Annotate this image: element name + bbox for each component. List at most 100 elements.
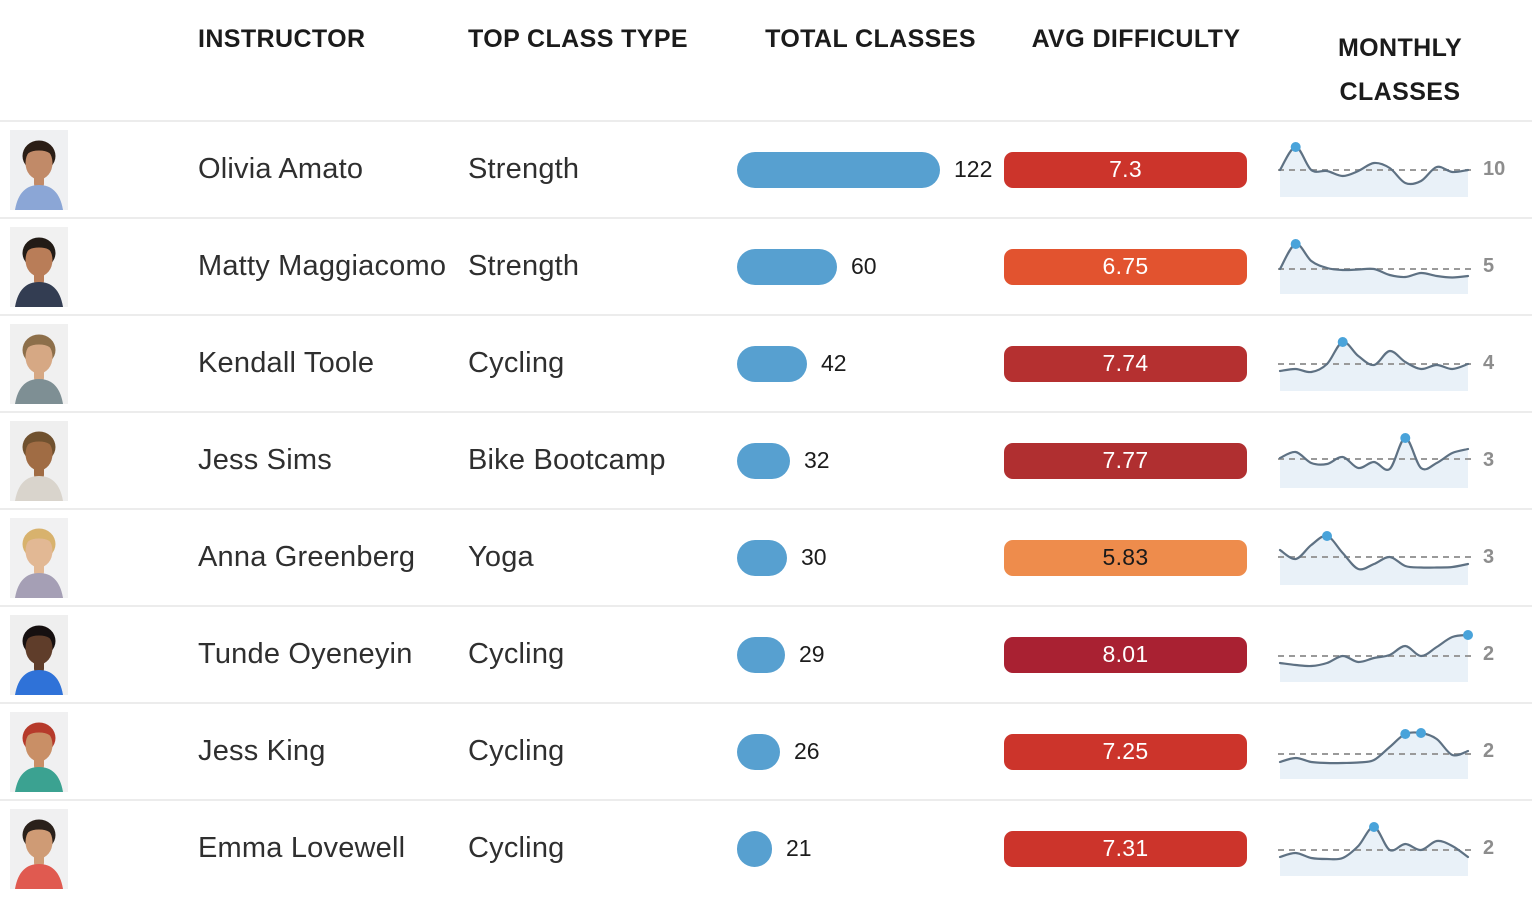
total-classes-bar — [737, 636, 785, 673]
monthly-classes-cell: 4 — [1268, 333, 1532, 395]
instructor-avatar — [10, 129, 68, 210]
instructor-avatar — [10, 323, 68, 404]
monthly-classes-cell: 3 — [1268, 527, 1532, 589]
monthly-classes-sparkline — [1278, 139, 1474, 201]
table-row: Matty Maggiacomo Strength 60 6.75 5 — [0, 217, 1532, 314]
column-header-instructor: INSTRUCTOR — [198, 25, 366, 53]
monthly-classes-value: 2 — [1483, 740, 1495, 762]
avg-difficulty-badge: 7.77 — [1004, 442, 1247, 479]
top-class-type: Cycling — [468, 347, 565, 379]
instructor-avatar — [10, 614, 68, 695]
instructor-name: Tunde Oyeneyin — [198, 638, 413, 670]
monthly-classes-sparkline — [1278, 236, 1474, 298]
monthly-classes-cell: 2 — [1268, 624, 1532, 686]
top-class-type: Strength — [468, 153, 580, 185]
total-classes-value: 21 — [786, 835, 812, 861]
avatar-cell — [0, 614, 198, 695]
avg-difficulty-cell: 7.25 — [1004, 733, 1268, 770]
table-row: Kendall Toole Cycling 42 7.74 4 — [0, 314, 1532, 411]
column-header-avg-difficulty: AVG DIFFICULTY — [1031, 25, 1241, 53]
total-classes-bar — [737, 248, 837, 285]
total-classes-value: 42 — [821, 350, 847, 376]
instructor-name: Kendall Toole — [198, 347, 375, 379]
avg-difficulty-cell: 5.83 — [1004, 539, 1268, 576]
instructor-name: Anna Greenberg — [198, 541, 416, 573]
monthly-classes-cell: 2 — [1268, 818, 1532, 880]
avg-difficulty-cell: 7.3 — [1004, 151, 1268, 188]
instructor-avatar — [10, 808, 68, 889]
avatar-cell — [0, 226, 198, 307]
column-header-top-class-type: TOP CLASS TYPE — [468, 25, 689, 53]
top-class-type: Cycling — [468, 832, 565, 864]
avg-difficulty-badge: 7.74 — [1004, 345, 1247, 382]
monthly-classes-value: 2 — [1483, 837, 1495, 859]
monthly-classes-sparkline — [1278, 721, 1474, 783]
instructor-avatar — [10, 711, 68, 792]
avg-difficulty-cell: 8.01 — [1004, 636, 1268, 673]
avg-difficulty-cell: 7.31 — [1004, 830, 1268, 867]
instructor-name: Emma Lovewell — [198, 832, 406, 864]
avg-difficulty-cell: 7.74 — [1004, 345, 1268, 382]
total-classes-value: 29 — [799, 641, 825, 667]
total-classes-value: 60 — [851, 253, 877, 279]
avg-difficulty-badge: 8.01 — [1004, 636, 1247, 673]
avatar-cell — [0, 323, 198, 404]
table-row: Jess King Cycling 26 7.25 2 — [0, 702, 1532, 799]
avg-difficulty-badge: 7.31 — [1004, 830, 1247, 867]
instructor-name: Olivia Amato — [198, 153, 364, 185]
table-row: Anna Greenberg Yoga 30 5.83 3 — [0, 508, 1532, 605]
total-classes-cell: 42 — [737, 345, 1004, 382]
column-header-monthly-classes: MONTHLY CLASSES — [1337, 34, 1463, 106]
avg-difficulty-badge: 7.3 — [1004, 151, 1247, 188]
total-classes-cell: 32 — [737, 442, 1004, 479]
monthly-classes-value: 3 — [1483, 449, 1495, 471]
total-classes-bar — [737, 830, 772, 867]
total-classes-value: 30 — [801, 544, 827, 570]
monthly-classes-value: 10 — [1483, 158, 1506, 180]
monthly-classes-cell: 5 — [1268, 236, 1532, 298]
instructor-name: Jess Sims — [198, 444, 332, 476]
instructor-avatar — [10, 420, 68, 501]
avatar-cell — [0, 808, 198, 889]
table-row: Olivia Amato Strength 122 7.3 10 — [0, 120, 1532, 217]
total-classes-value: 32 — [804, 447, 830, 473]
total-classes-bar — [737, 442, 790, 479]
avatar-cell — [0, 129, 198, 210]
monthly-classes-cell: 10 — [1268, 139, 1532, 201]
top-class-type: Cycling — [468, 638, 565, 670]
table-row: Jess Sims Bike Bootcamp 32 7.77 3 — [0, 411, 1532, 508]
top-class-type: Cycling — [468, 735, 565, 767]
table-body: Olivia Amato Strength 122 7.3 10 Matty M… — [0, 120, 1532, 896]
monthly-classes-value: 3 — [1483, 546, 1495, 568]
monthly-classes-sparkline — [1278, 624, 1474, 686]
avatar-cell — [0, 711, 198, 792]
instructor-name: Jess King — [198, 735, 326, 767]
monthly-classes-sparkline — [1278, 333, 1474, 395]
avatar-cell — [0, 420, 198, 501]
total-classes-bar — [737, 733, 780, 770]
avg-difficulty-badge: 6.75 — [1004, 248, 1247, 285]
table-row: Emma Lovewell Cycling 21 7.31 2 — [0, 799, 1532, 896]
total-classes-cell: 30 — [737, 539, 1004, 576]
avg-difficulty-cell: 6.75 — [1004, 248, 1268, 285]
total-classes-cell: 29 — [737, 636, 1004, 673]
total-classes-bar — [737, 345, 807, 382]
monthly-classes-value: 5 — [1483, 255, 1495, 277]
instructor-avatar — [10, 226, 68, 307]
monthly-classes-value: 2 — [1483, 643, 1495, 665]
instructor-name: Matty Maggiacomo — [198, 250, 447, 282]
avatar-cell — [0, 517, 198, 598]
instructor-avatar — [10, 517, 68, 598]
monthly-classes-cell: 3 — [1268, 430, 1532, 492]
total-classes-value: 26 — [794, 738, 820, 764]
avg-difficulty-cell: 7.77 — [1004, 442, 1268, 479]
total-classes-bar — [737, 539, 787, 576]
total-classes-value: 122 — [954, 156, 993, 182]
top-class-type: Yoga — [468, 541, 534, 573]
column-header-total-classes: TOTAL CLASSES — [765, 25, 976, 53]
header-avatar-spacer — [0, 0, 198, 120]
monthly-classes-sparkline — [1278, 818, 1474, 880]
avg-difficulty-badge: 5.83 — [1004, 539, 1247, 576]
total-classes-cell: 122 — [737, 151, 1004, 188]
